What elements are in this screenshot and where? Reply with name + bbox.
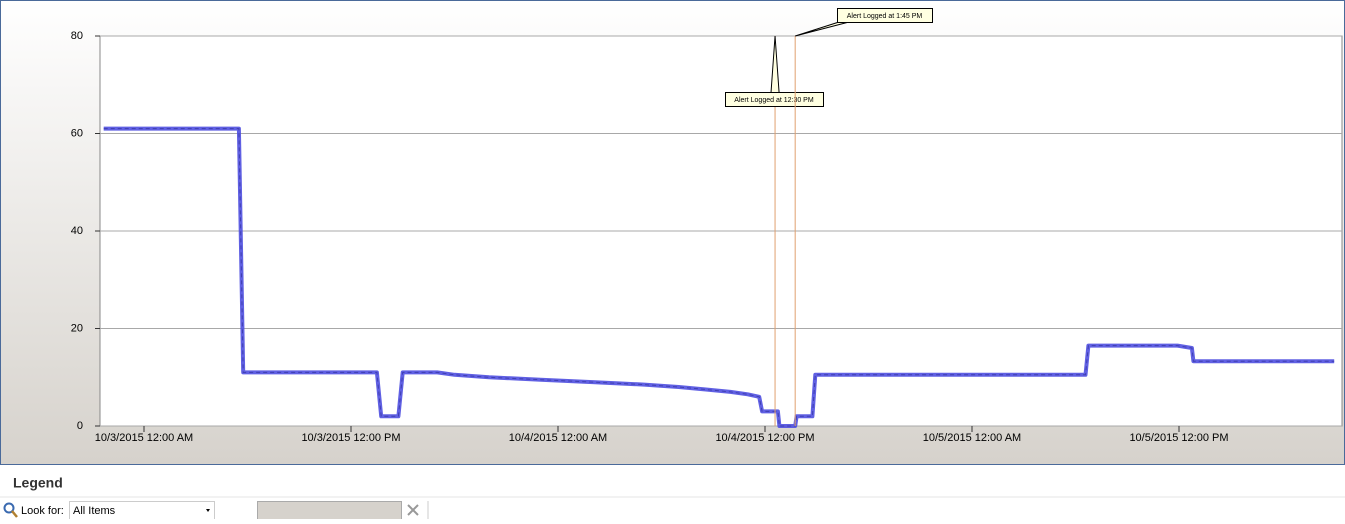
callout-text: Alert Logged at 12:30 PM: [734, 97, 814, 104]
x-tick-label: 10/4/2015 12:00 AM: [509, 432, 607, 444]
series-line-core: [103, 128, 1335, 427]
y-tick-label: 80: [71, 30, 83, 42]
legend-panel: [0, 466, 1345, 519]
callout-text: Alert Logged at 1:45 PM: [847, 13, 923, 20]
callout-box: [837, 8, 933, 23]
y-tick-label: 20: [71, 322, 83, 334]
clear-button[interactable]: [407, 504, 419, 516]
x-tick-label: 10/5/2015 12:00 PM: [1129, 432, 1228, 444]
y-tick-label: 40: [71, 225, 83, 237]
chart: 0 20 40 60 80 10/3/2015 12:00 AM 10/3/2015 12:…: [71, 8, 1342, 444]
x-tick-label: 10/4/2015 12:00 PM: [715, 432, 814, 444]
callout-pointer: [770, 35, 780, 93]
search-icon-handle: [11, 510, 18, 518]
x-tick-label: 10/3/2015 12:00 PM: [301, 432, 400, 444]
y-tick-label: 0: [77, 420, 83, 432]
callout-box: [725, 92, 824, 107]
legend-title: Legend: [13, 475, 63, 491]
callout-pointer: [795, 21, 850, 37]
x-tick-label: 10/5/2015 12:00 AM: [923, 432, 1021, 444]
look-for-label: Look for:: [21, 505, 64, 517]
search-box[interactable]: [257, 501, 402, 520]
x-tick-label: 10/3/2015 12:00 AM: [95, 432, 193, 444]
search-icon: [3, 502, 15, 514]
filter-value: All Items: [73, 505, 116, 517]
y-tick-label: 60: [71, 127, 83, 139]
dropdown-arrow: [206, 509, 210, 512]
